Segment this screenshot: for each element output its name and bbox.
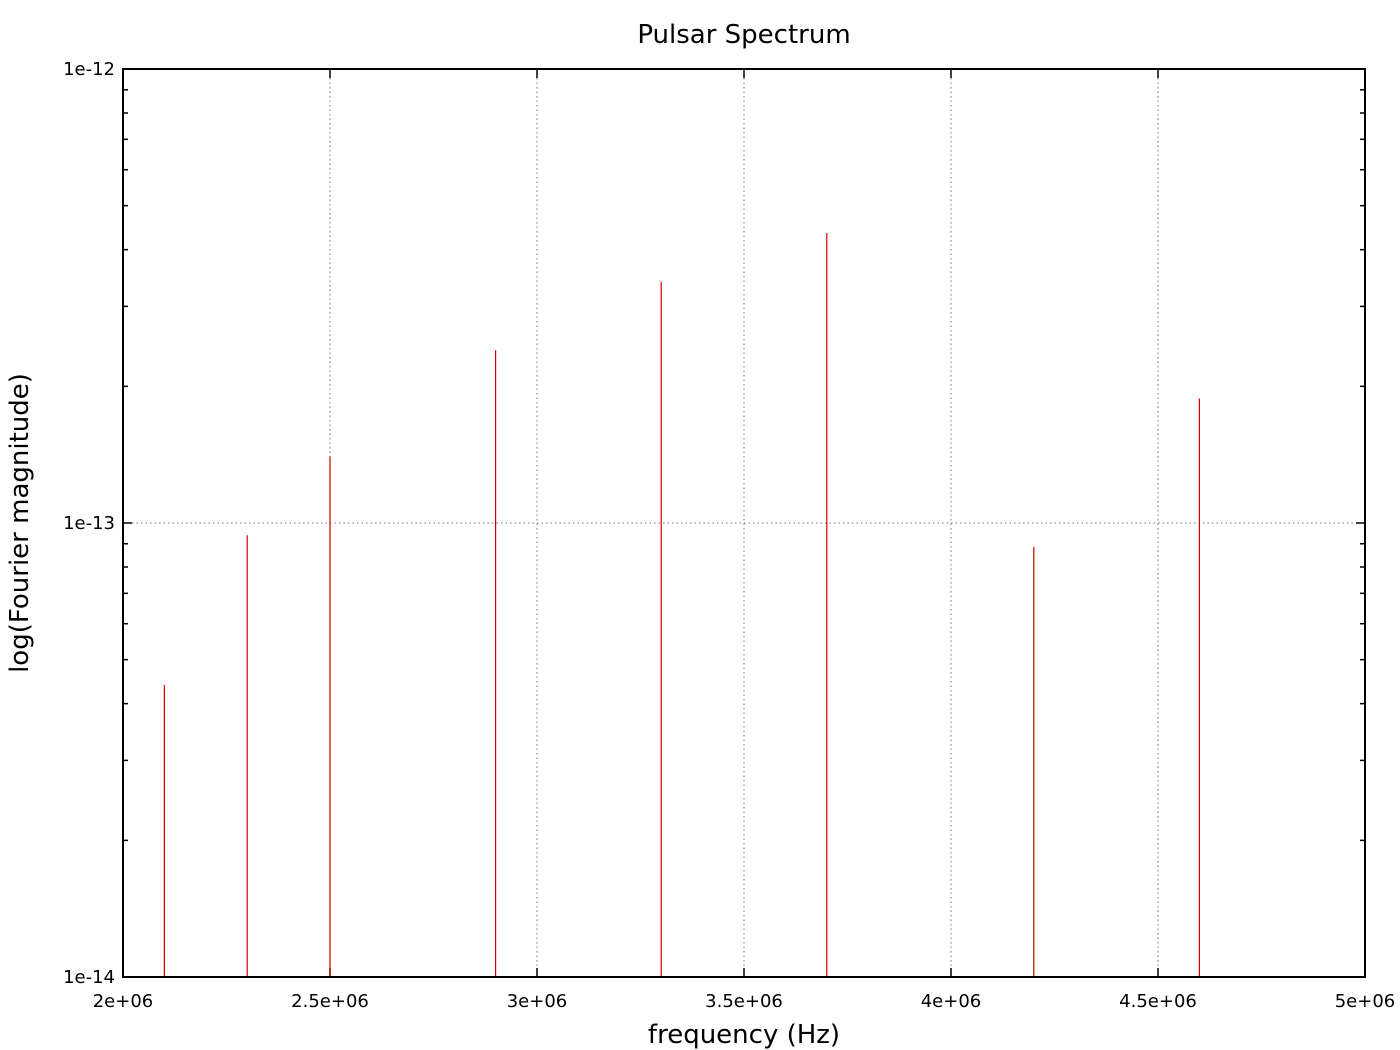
chart-title: Pulsar Spectrum (637, 20, 850, 50)
y-tick-label: 1e-13 (63, 513, 115, 534)
x-axis-label: frequency (Hz) (648, 1020, 840, 1050)
x-tick-label: 4e+06 (921, 991, 982, 1012)
x-tick-label: 2e+06 (93, 991, 154, 1012)
tick-labels: 2e+06 2.5e+06 3e+06 3.5e+06 4e+06 4.5e+06 5e+0… (63, 59, 1395, 1012)
spectrum-lines (163, 233, 1201, 977)
x-tick-label: 3.5e+06 (705, 991, 783, 1012)
y-tick-label: 1e-14 (63, 967, 115, 988)
x-tick-label: 2.5e+06 (291, 991, 369, 1012)
plot-frame (122, 68, 1366, 978)
y-axis-label: log(Fourier magnitude) (5, 373, 35, 673)
x-tick-label: 4.5e+06 (1119, 991, 1197, 1012)
x-tick-label: 3e+06 (507, 991, 568, 1012)
x-tick-label: 5e+06 (1335, 991, 1396, 1012)
y-tick-label: 1e-12 (63, 59, 115, 80)
grid-layer (123, 69, 1365, 977)
